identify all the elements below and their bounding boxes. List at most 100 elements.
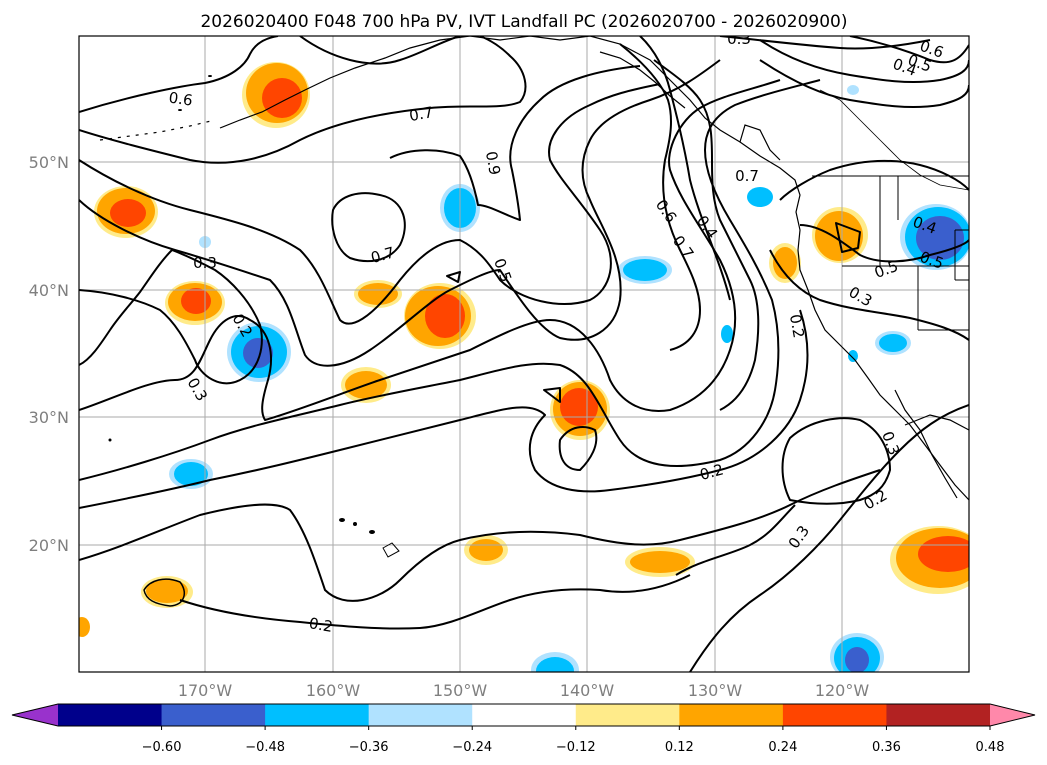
lon-label: 140°W bbox=[560, 681, 615, 700]
contour-0-5-east bbox=[759, 39, 969, 84]
lon-label: 170°W bbox=[178, 681, 233, 700]
colorbar-tick-label: −0.60 bbox=[142, 740, 182, 755]
contour-label: 0.2 bbox=[786, 313, 808, 340]
colorbar-swatches bbox=[12, 704, 1035, 726]
pv-contours bbox=[79, 36, 969, 672]
contour-0-2 bbox=[79, 79, 821, 481]
colorbar-tick-label: −0.36 bbox=[349, 740, 389, 755]
contour-0-9 bbox=[389, 65, 641, 221]
contour-0-4 bbox=[653, 59, 760, 411]
anomaly-blob-41n-east bbox=[618, 256, 672, 284]
lon-label: 150°W bbox=[433, 681, 488, 700]
anomaly-blob-hawaii-west-36n bbox=[227, 322, 291, 382]
colorbar-swatch bbox=[472, 704, 577, 726]
anomaly-blob-baja-north bbox=[875, 331, 911, 355]
contour-small-west bbox=[143, 578, 186, 607]
colorbar-swatch bbox=[575, 704, 680, 726]
contour-0-7-east bbox=[619, 43, 701, 351]
contour-label: 0.7 bbox=[369, 243, 397, 267]
anomaly-blob-west-40n bbox=[165, 281, 225, 325]
colorbar-tick-label: 0.24 bbox=[768, 740, 797, 755]
contour-0-3-ne bbox=[719, 36, 931, 50]
contour-tiny-central bbox=[446, 271, 461, 283]
lon-label: 160°W bbox=[306, 681, 361, 700]
contour-inner-0-7 bbox=[331, 192, 406, 263]
colorbar-extend-high bbox=[990, 704, 1035, 726]
figure-title: 2026020400 F048 700 hPa PV, IVT Landfall… bbox=[200, 12, 847, 32]
contour-tiny-sub bbox=[543, 387, 561, 403]
colorbar-swatch bbox=[161, 704, 266, 726]
contour-0-2-bottom bbox=[179, 574, 691, 630]
colorbar-extend-low bbox=[12, 704, 58, 726]
positive-anomalies bbox=[79, 62, 969, 637]
lat-label: 40°N bbox=[29, 281, 69, 300]
anomaly-blob-central-38n bbox=[404, 283, 476, 349]
contour-0-4-east bbox=[759, 59, 969, 109]
contour-label: 0.7 bbox=[735, 167, 759, 185]
colorbar-outline bbox=[11, 703, 1036, 727]
contour-0-6-north-b bbox=[299, 36, 461, 65]
contour-0-3-east bbox=[689, 404, 969, 672]
contour-0-6-north bbox=[79, 36, 279, 113]
anomaly-blob-subtropical-30n bbox=[550, 380, 610, 440]
latitude-labels: 50°N 40°N 30°N 20°N bbox=[29, 153, 69, 555]
contour-inner-east-box bbox=[835, 222, 861, 253]
colorbar-tick-label: −0.48 bbox=[245, 740, 285, 755]
contour-label: 0.3 bbox=[193, 254, 217, 272]
gridlines bbox=[79, 36, 969, 672]
islands bbox=[108, 75, 375, 534]
lat-label: 50°N bbox=[29, 153, 69, 172]
contour-0-3 bbox=[79, 249, 263, 385]
colorbar-tick-label: 0.36 bbox=[872, 740, 901, 755]
anomaly-blob-baja-south bbox=[890, 526, 969, 594]
contour-0-3-east-b bbox=[675, 504, 796, 576]
colorbar-swatch bbox=[679, 704, 784, 726]
contour-0-3-west bbox=[79, 249, 173, 366]
map-frame bbox=[78, 35, 970, 673]
contour-0-3-b bbox=[79, 79, 781, 421]
contour-0-6-ne bbox=[849, 36, 969, 64]
colorbar-tick-label: −0.24 bbox=[452, 740, 492, 755]
contour-0-5 bbox=[79, 59, 721, 367]
anomaly-blob-nw-small bbox=[199, 85, 859, 362]
map-background bbox=[79, 36, 969, 672]
anomaly-blob-north-aleutian bbox=[242, 62, 310, 128]
anomaly-blob-south-edge bbox=[531, 652, 579, 672]
contour-label: 0.9 bbox=[482, 150, 504, 177]
contour-0-5-coast bbox=[799, 224, 969, 263]
contour-label: 0.6 bbox=[168, 88, 194, 109]
anomaly-blob-central-40n-small bbox=[354, 280, 402, 308]
colorbar: −0.60 −0.48 −0.36 −0.24 −0.12 0.12 0.24 0.36 0.4… bbox=[11, 703, 1036, 755]
anomaly-blob-16n-west bbox=[141, 576, 193, 608]
map-panel: 0.6 0.7 0.9 0.7 0.5 0.3 0.2 0.3 0.6 0.7 … bbox=[78, 30, 970, 673]
colorbar-swatch bbox=[782, 704, 887, 726]
contour-0-2-b bbox=[79, 309, 809, 509]
colorbar-ticks: −0.60 −0.48 −0.36 −0.24 −0.12 0.12 0.24 0.36 0.4… bbox=[142, 726, 1005, 755]
contour-0-2-south bbox=[79, 469, 881, 602]
anomaly-blob-18n-east bbox=[625, 547, 695, 577]
anomaly-blob-nw-coast bbox=[769, 243, 801, 283]
contour-0-3-coast bbox=[769, 249, 969, 341]
contour-0-3-south bbox=[558, 426, 598, 471]
longitude-labels: 170°W 160°W 150°W 140°W 130°W 120°W bbox=[178, 681, 870, 700]
contour-label: 0.2 bbox=[698, 460, 726, 484]
contour-0-4-nw-coast bbox=[779, 159, 969, 201]
lat-label: 20°N bbox=[29, 536, 69, 555]
colorbar-tick-label: 0.12 bbox=[665, 740, 694, 755]
colorbar-tick-label: 0.48 bbox=[976, 740, 1005, 755]
anomaly-blob-west-edge bbox=[79, 617, 90, 637]
coastlines bbox=[99, 36, 969, 501]
contour-label: 0.2 bbox=[308, 614, 335, 636]
colorbar-swatch bbox=[886, 704, 991, 726]
colorbar-tick-label: −0.12 bbox=[556, 740, 596, 755]
island-hawaii bbox=[382, 542, 400, 558]
lat-label: 30°N bbox=[29, 408, 69, 427]
contour-label: 0.3 bbox=[727, 30, 751, 48]
lon-label: 130°W bbox=[688, 681, 743, 700]
contour-label: 0.7 bbox=[408, 103, 435, 125]
contour-0-7 bbox=[79, 36, 527, 164]
colorbar-swatch bbox=[58, 704, 163, 726]
anomaly-blob-mexico-south bbox=[830, 633, 884, 672]
anomaly-blob-20n-central bbox=[464, 535, 508, 565]
